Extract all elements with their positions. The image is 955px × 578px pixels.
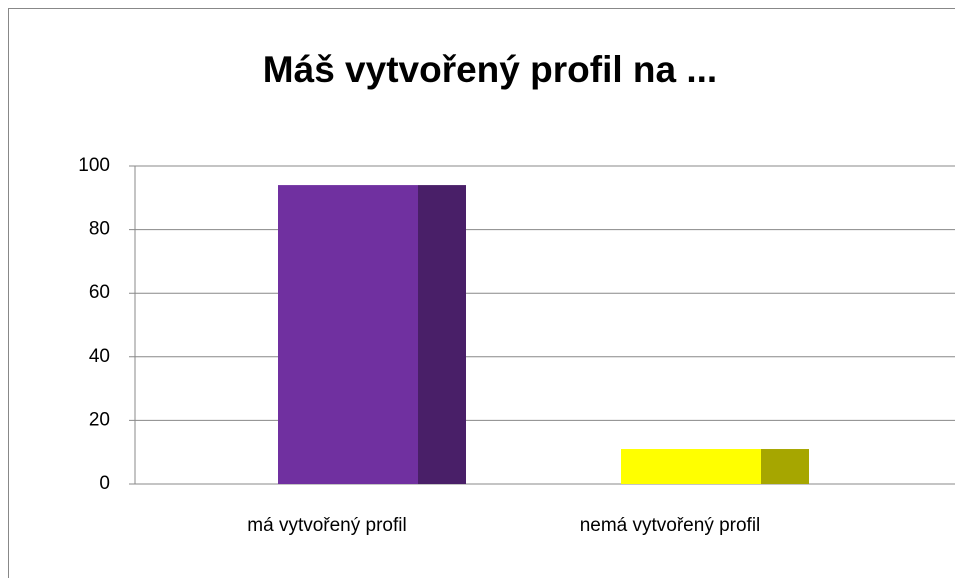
- y-tick-label: 0: [99, 473, 110, 494]
- bar: [278, 185, 418, 484]
- bar-side: [761, 449, 809, 484]
- chart-title: Máš vytvořený profil na ...: [263, 49, 717, 90]
- y-tick-label: 60: [89, 282, 110, 303]
- y-tick-label: 20: [89, 409, 110, 430]
- bar: [621, 449, 761, 484]
- x-tick-label: má vytvořený profil: [247, 515, 406, 536]
- bar-side: [418, 185, 466, 484]
- y-tick-label: 40: [89, 346, 110, 367]
- y-tick-label: 100: [78, 155, 110, 176]
- x-tick-label: nemá vytvořený profil: [580, 515, 761, 536]
- y-tick-label: 80: [89, 219, 110, 240]
